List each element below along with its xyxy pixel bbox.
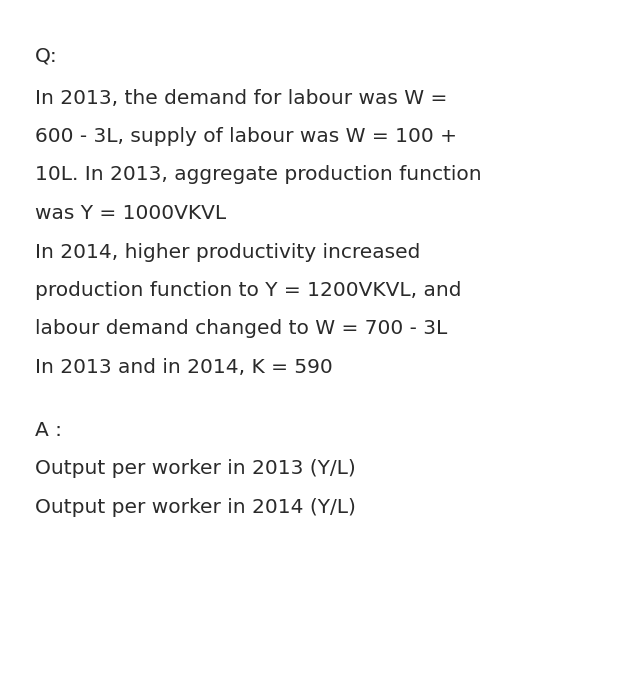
Text: In 2014, higher productivity increased: In 2014, higher productivity increased — [35, 242, 420, 262]
Text: 600 - 3L, supply of labour was W = 100 +: 600 - 3L, supply of labour was W = 100 + — [35, 127, 457, 146]
Text: In 2013, the demand for labour was W =: In 2013, the demand for labour was W = — [35, 88, 447, 108]
Text: labour demand changed to W = 700 - 3L: labour demand changed to W = 700 - 3L — [35, 319, 447, 339]
Text: 10L. In 2013, aggregate production function: 10L. In 2013, aggregate production funct… — [35, 165, 482, 185]
Text: Q:: Q: — [35, 46, 58, 66]
Text: Output per worker in 2014 (Y/L): Output per worker in 2014 (Y/L) — [35, 498, 356, 517]
Text: A :: A : — [35, 421, 62, 440]
Text: was Y = 1000VKVL: was Y = 1000VKVL — [35, 204, 227, 223]
Text: In 2013 and in 2014, K = 590: In 2013 and in 2014, K = 590 — [35, 358, 333, 377]
Text: Output per worker in 2013 (Y/L): Output per worker in 2013 (Y/L) — [35, 459, 356, 479]
Text: production function to Y = 1200VKVL, and: production function to Y = 1200VKVL, and — [35, 281, 461, 300]
